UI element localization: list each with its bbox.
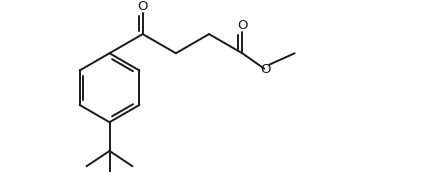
Text: O: O (137, 0, 148, 13)
Text: O: O (260, 63, 271, 76)
Text: O: O (237, 19, 248, 32)
